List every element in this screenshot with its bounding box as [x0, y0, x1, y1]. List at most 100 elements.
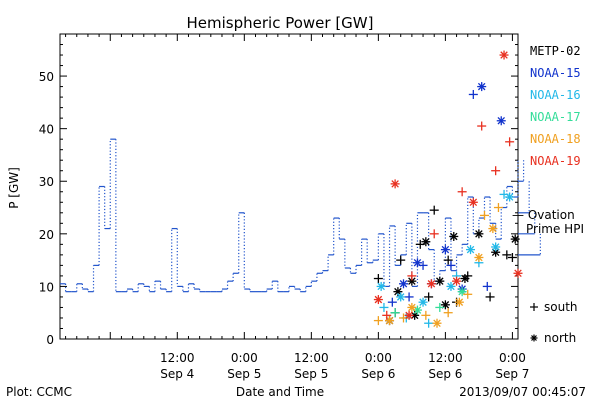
- south-legend-symbol: [530, 303, 538, 311]
- south-point: [493, 203, 503, 213]
- south-point: [457, 187, 467, 197]
- x-tick-date-label: Sep 5: [227, 367, 261, 381]
- north-point: [499, 50, 509, 60]
- north-point: [496, 116, 506, 126]
- satellite-points: [373, 50, 523, 328]
- north-point: [421, 237, 431, 247]
- south-point: [407, 271, 417, 281]
- north-point: [449, 231, 459, 241]
- south-legend-label: south: [544, 300, 578, 314]
- ovation-legend-line1: — Ovation: [512, 208, 575, 222]
- north-point: [446, 281, 456, 291]
- north-point: [474, 252, 484, 262]
- north-point: [376, 281, 386, 291]
- north-point: [474, 229, 484, 239]
- south-point: [443, 255, 453, 265]
- y-tick-label: 40: [39, 123, 54, 137]
- x-tick-date-label: Sep 5: [294, 367, 328, 381]
- north-point: [440, 245, 450, 255]
- north-point: [396, 292, 406, 302]
- plot-credit: Plot: CCMC: [6, 385, 72, 399]
- south-point: [424, 318, 434, 328]
- south-point: [502, 250, 512, 260]
- south-point: [485, 292, 495, 302]
- y-tick-label: 20: [39, 228, 54, 242]
- north-point: [407, 276, 417, 286]
- north-point: [399, 279, 408, 289]
- x-tick-label: 0:00: [499, 351, 526, 365]
- south-point: [505, 137, 515, 147]
- south-point: [382, 310, 392, 320]
- plot-frame: [59, 33, 519, 340]
- north-point: [468, 197, 478, 207]
- north-legend-label: north: [544, 331, 576, 345]
- y-tick-label: 50: [39, 70, 54, 84]
- y-tick-label: 10: [39, 280, 54, 294]
- south-point: [379, 302, 389, 312]
- north-legend-symbol: [530, 334, 538, 342]
- north-point: [510, 234, 520, 244]
- south-point: [491, 166, 501, 176]
- y-tick-label: 0: [46, 333, 54, 347]
- north-point: [513, 268, 523, 278]
- legend-entry: NOAA-18: [530, 132, 581, 146]
- north-point: [404, 310, 414, 320]
- south-point: [468, 89, 478, 99]
- south-point: [390, 308, 400, 318]
- south-point: [373, 316, 383, 326]
- south-point: [482, 281, 492, 291]
- north-point: [407, 302, 417, 312]
- x-tick-label: 0:00: [365, 351, 392, 365]
- ovation-series: [60, 138, 541, 293]
- north-point: [426, 279, 436, 289]
- y-tick-label: 30: [39, 175, 54, 189]
- south-point: [463, 289, 473, 299]
- x-tick-date-label: Sep 4: [160, 367, 194, 381]
- south-point: [421, 310, 431, 320]
- north-point: [418, 297, 428, 307]
- north-point: [491, 242, 501, 252]
- north-point: [390, 179, 400, 189]
- legend-entry: NOAA-19: [530, 154, 581, 168]
- south-point: [443, 308, 453, 318]
- north-point: [466, 245, 476, 255]
- ovation-legend-line2: Prime HPI: [526, 222, 584, 236]
- south-point: [373, 274, 383, 284]
- north-point: [460, 274, 470, 284]
- x-tick-label: 12:00: [160, 351, 195, 365]
- y-axis: 0 10 20 30 40 50: [39, 44, 518, 347]
- x-tick-label: 0:00: [231, 351, 258, 365]
- north-point: [457, 287, 467, 297]
- legend-entry: NOAA-15: [530, 66, 581, 80]
- south-point: [429, 229, 439, 239]
- north-point: [412, 258, 422, 268]
- south-point: [477, 121, 487, 131]
- north-point: [432, 318, 442, 328]
- south-point: [446, 260, 456, 270]
- timestamp: 2013/09/07 00:45:07: [459, 385, 586, 399]
- north-point: [477, 82, 487, 92]
- north-point: [454, 297, 464, 307]
- y-axis-label: P [GW]: [7, 167, 21, 209]
- legend-entry: NOAA-16: [530, 88, 581, 102]
- north-point: [435, 276, 445, 286]
- x-tick-date-label: Sep 6: [361, 367, 395, 381]
- north-point: [452, 276, 462, 286]
- north-point: [373, 295, 383, 305]
- south-point: [429, 205, 439, 215]
- south-point: [424, 292, 434, 302]
- south-point: [435, 302, 445, 312]
- north-point: [488, 224, 498, 234]
- south-point: [396, 255, 406, 265]
- legend-entry: NOAA-17: [530, 110, 581, 124]
- x-tick-date-label: Sep 6: [428, 367, 462, 381]
- south-point: [404, 292, 414, 302]
- chart-title: Hemispheric Power [GW]: [187, 14, 374, 32]
- x-axis: 12:00 Sep 4 0:00 Sep 5 12:00 Sep 5 0:00 Sep 6 12…: [65, 34, 529, 381]
- x-tick-date-label: Sep 7: [495, 367, 529, 381]
- south-point: [507, 252, 517, 262]
- x-tick-label: 12:00: [428, 351, 463, 365]
- x-axis-label: Date and Time: [236, 385, 324, 399]
- south-point: [387, 297, 397, 307]
